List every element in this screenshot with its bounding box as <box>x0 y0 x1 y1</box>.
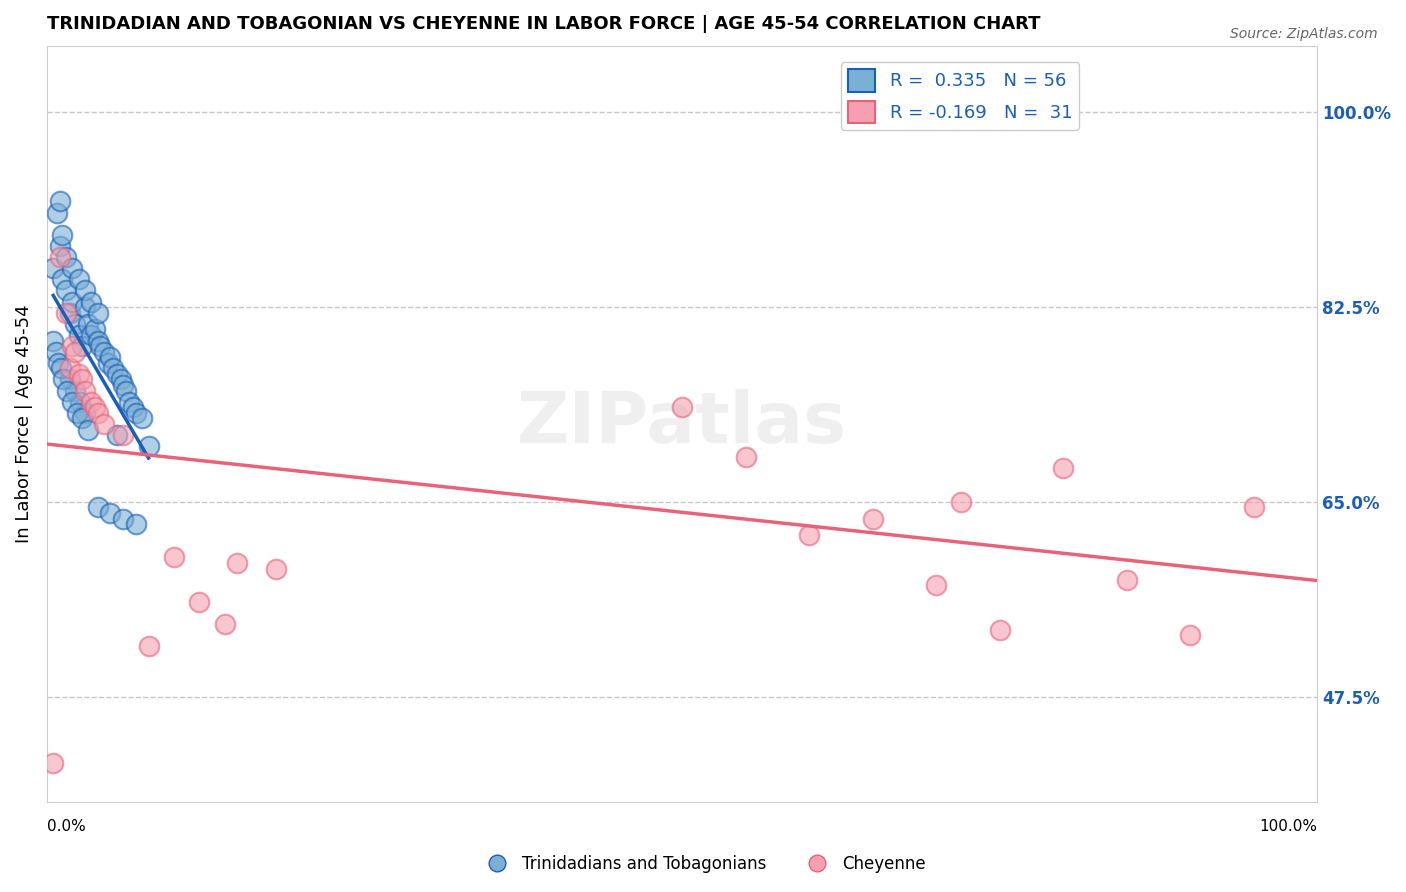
Point <box>42 334 65 348</box>
Point <box>264 561 287 575</box>
Point <box>86 306 108 320</box>
Point <box>89 339 111 353</box>
Point <box>131 411 153 425</box>
Point <box>163 550 186 565</box>
Point <box>60 261 83 276</box>
Point <box>112 378 135 392</box>
Point <box>214 617 236 632</box>
Text: TRINIDADIAN AND TOBAGONIAN VS CHEYENNE IN LABOR FORCE | AGE 45-54 CORRELATION CH: TRINIDADIAN AND TOBAGONIAN VS CHEYENNE I… <box>46 15 1040 33</box>
Legend: R =  0.335   N = 56, R = -0.169   N =  31: R = 0.335 N = 56, R = -0.169 N = 31 <box>841 62 1080 130</box>
Point <box>67 367 90 381</box>
Point <box>73 384 96 398</box>
Point <box>86 406 108 420</box>
Point <box>950 495 973 509</box>
Point <box>60 394 83 409</box>
Point <box>1178 628 1201 642</box>
Point <box>110 372 132 386</box>
Point <box>69 394 91 409</box>
Point <box>125 406 148 420</box>
Point <box>76 317 98 331</box>
Point <box>55 250 77 264</box>
Legend: Trinidadians and Tobagonians, Cheyenne: Trinidadians and Tobagonians, Cheyenne <box>474 848 932 880</box>
Point <box>1243 500 1265 515</box>
Point <box>1052 461 1074 475</box>
Point <box>56 384 79 398</box>
Point <box>862 511 884 525</box>
Point <box>188 595 211 609</box>
Point <box>80 294 103 309</box>
Point <box>73 300 96 314</box>
Text: 100.0%: 100.0% <box>1260 819 1317 834</box>
Point <box>63 384 86 398</box>
Point <box>138 439 160 453</box>
Point <box>46 205 69 219</box>
Point <box>105 367 128 381</box>
Point <box>734 450 756 465</box>
Point <box>59 306 82 320</box>
Point <box>76 423 98 437</box>
Point <box>49 361 72 376</box>
Point <box>73 406 96 420</box>
Point <box>48 250 70 264</box>
Point <box>59 361 82 376</box>
Point <box>48 194 70 209</box>
Point <box>86 334 108 348</box>
Point <box>60 339 83 353</box>
Point <box>118 394 141 409</box>
Point <box>93 417 115 431</box>
Point <box>797 528 820 542</box>
Point <box>42 261 65 276</box>
Point <box>925 578 948 592</box>
Point <box>51 272 73 286</box>
Point <box>48 239 70 253</box>
Text: ZIPatlas: ZIPatlas <box>517 390 846 458</box>
Point <box>112 428 135 442</box>
Point <box>51 227 73 242</box>
Point <box>84 322 107 336</box>
Point <box>72 411 94 425</box>
Point <box>52 372 75 386</box>
Point <box>114 384 136 398</box>
Text: Source: ZipAtlas.com: Source: ZipAtlas.com <box>1230 27 1378 41</box>
Point <box>671 401 693 415</box>
Y-axis label: In Labor Force | Age 45-54: In Labor Force | Age 45-54 <box>15 305 32 543</box>
Point <box>1115 573 1137 587</box>
Point <box>101 361 124 376</box>
Point <box>100 506 122 520</box>
Point <box>105 428 128 442</box>
Point <box>67 328 90 343</box>
Point <box>67 272 90 286</box>
Point <box>226 556 249 570</box>
Point <box>84 401 107 415</box>
Point <box>42 756 65 771</box>
Point <box>66 406 89 420</box>
Point <box>988 623 1011 637</box>
Point <box>80 328 103 343</box>
Point <box>93 344 115 359</box>
Point <box>80 394 103 409</box>
Point <box>138 640 160 654</box>
Point <box>86 500 108 515</box>
Point <box>63 344 86 359</box>
Point <box>59 372 82 386</box>
Point <box>45 344 67 359</box>
Point <box>97 356 120 370</box>
Point <box>55 306 77 320</box>
Point <box>55 284 77 298</box>
Point <box>73 284 96 298</box>
Text: 0.0%: 0.0% <box>46 819 86 834</box>
Point <box>125 517 148 532</box>
Point <box>112 511 135 525</box>
Point <box>60 294 83 309</box>
Point <box>46 356 69 370</box>
Point <box>122 401 145 415</box>
Point <box>63 317 86 331</box>
Point <box>72 372 94 386</box>
Point <box>100 350 122 364</box>
Point <box>72 339 94 353</box>
